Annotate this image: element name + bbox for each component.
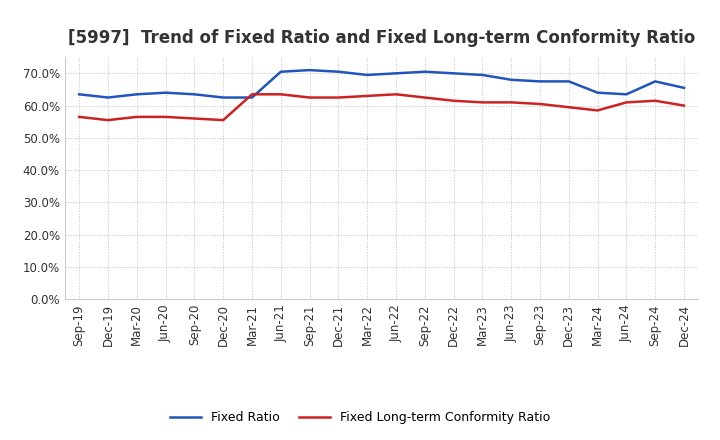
Fixed Ratio bbox=[478, 72, 487, 77]
Fixed Ratio bbox=[75, 92, 84, 97]
Fixed Ratio bbox=[536, 79, 544, 84]
Fixed Ratio bbox=[132, 92, 141, 97]
Fixed Long-term Conformity Ratio bbox=[449, 98, 458, 103]
Fixed Ratio bbox=[392, 71, 400, 76]
Fixed Long-term Conformity Ratio bbox=[132, 114, 141, 120]
Fixed Long-term Conformity Ratio bbox=[478, 100, 487, 105]
Fixed Long-term Conformity Ratio bbox=[392, 92, 400, 97]
Fixed Long-term Conformity Ratio bbox=[680, 103, 688, 108]
Fixed Long-term Conformity Ratio bbox=[507, 100, 516, 105]
Fixed Long-term Conformity Ratio bbox=[75, 114, 84, 120]
Fixed Ratio bbox=[363, 72, 372, 77]
Fixed Ratio bbox=[161, 90, 170, 95]
Fixed Long-term Conformity Ratio bbox=[420, 95, 429, 100]
Fixed Ratio bbox=[334, 69, 343, 74]
Fixed Long-term Conformity Ratio bbox=[276, 92, 285, 97]
Legend: Fixed Ratio, Fixed Long-term Conformity Ratio: Fixed Ratio, Fixed Long-term Conformity … bbox=[165, 407, 555, 429]
Fixed Ratio bbox=[507, 77, 516, 82]
Fixed Ratio bbox=[651, 79, 660, 84]
Fixed Ratio bbox=[449, 71, 458, 76]
Line: Fixed Ratio: Fixed Ratio bbox=[79, 70, 684, 98]
Fixed Long-term Conformity Ratio bbox=[651, 98, 660, 103]
Fixed Long-term Conformity Ratio bbox=[334, 95, 343, 100]
Fixed Ratio bbox=[104, 95, 112, 100]
Title: [5997]  Trend of Fixed Ratio and Fixed Long-term Conformity Ratio: [5997] Trend of Fixed Ratio and Fixed Lo… bbox=[68, 29, 696, 48]
Fixed Long-term Conformity Ratio bbox=[219, 117, 228, 123]
Fixed Long-term Conformity Ratio bbox=[564, 105, 573, 110]
Fixed Ratio bbox=[420, 69, 429, 74]
Fixed Long-term Conformity Ratio bbox=[363, 93, 372, 99]
Fixed Long-term Conformity Ratio bbox=[161, 114, 170, 120]
Fixed Ratio bbox=[248, 95, 256, 100]
Fixed Long-term Conformity Ratio bbox=[622, 100, 631, 105]
Fixed Ratio bbox=[305, 67, 314, 73]
Fixed Ratio bbox=[564, 79, 573, 84]
Fixed Long-term Conformity Ratio bbox=[104, 117, 112, 123]
Fixed Ratio bbox=[593, 90, 602, 95]
Fixed Ratio bbox=[622, 92, 631, 97]
Fixed Long-term Conformity Ratio bbox=[190, 116, 199, 121]
Fixed Ratio bbox=[219, 95, 228, 100]
Fixed Long-term Conformity Ratio bbox=[248, 92, 256, 97]
Fixed Ratio bbox=[190, 92, 199, 97]
Fixed Long-term Conformity Ratio bbox=[305, 95, 314, 100]
Fixed Long-term Conformity Ratio bbox=[536, 101, 544, 106]
Fixed Ratio bbox=[680, 85, 688, 91]
Line: Fixed Long-term Conformity Ratio: Fixed Long-term Conformity Ratio bbox=[79, 94, 684, 120]
Fixed Ratio bbox=[276, 69, 285, 74]
Fixed Long-term Conformity Ratio bbox=[593, 108, 602, 113]
